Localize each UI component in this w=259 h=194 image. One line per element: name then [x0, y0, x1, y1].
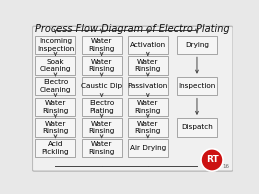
FancyBboxPatch shape	[82, 118, 121, 137]
Text: Water
Rinsing: Water Rinsing	[42, 121, 69, 134]
FancyBboxPatch shape	[35, 118, 75, 137]
Text: Water
Rinsing: Water Rinsing	[135, 121, 161, 134]
Text: Process Flow Diagram of Electro Plating: Process Flow Diagram of Electro Plating	[35, 23, 230, 34]
Text: Acid
Pickling: Acid Pickling	[42, 141, 69, 155]
Text: Dispatch: Dispatch	[181, 124, 213, 130]
Text: Drying: Drying	[185, 42, 209, 48]
Text: Inspection: Inspection	[178, 83, 215, 89]
FancyBboxPatch shape	[82, 139, 121, 157]
FancyBboxPatch shape	[128, 139, 168, 157]
FancyBboxPatch shape	[177, 77, 217, 95]
FancyBboxPatch shape	[82, 98, 121, 116]
Text: RT: RT	[206, 155, 218, 165]
FancyBboxPatch shape	[82, 36, 121, 54]
FancyBboxPatch shape	[82, 56, 121, 75]
Text: Water
Rinsing: Water Rinsing	[42, 100, 69, 113]
Text: Electro
Cleaning: Electro Cleaning	[40, 79, 71, 93]
FancyBboxPatch shape	[35, 77, 75, 95]
Text: Electro
Plating: Electro Plating	[89, 100, 114, 113]
Text: Caustic Dip: Caustic Dip	[81, 83, 122, 89]
FancyBboxPatch shape	[35, 98, 75, 116]
FancyBboxPatch shape	[128, 118, 168, 137]
FancyBboxPatch shape	[32, 26, 233, 171]
Text: Water
Rinsing: Water Rinsing	[135, 59, 161, 72]
Text: Incoming
Inspection: Incoming Inspection	[37, 38, 74, 52]
Text: Water
Rinsing: Water Rinsing	[135, 100, 161, 113]
Ellipse shape	[201, 149, 223, 171]
FancyBboxPatch shape	[128, 56, 168, 75]
FancyBboxPatch shape	[128, 98, 168, 116]
Text: Soak
Cleaning: Soak Cleaning	[40, 59, 71, 72]
FancyBboxPatch shape	[35, 56, 75, 75]
FancyBboxPatch shape	[35, 139, 75, 157]
FancyBboxPatch shape	[177, 118, 217, 137]
FancyBboxPatch shape	[128, 36, 168, 54]
FancyBboxPatch shape	[177, 36, 217, 54]
Text: Water
Rinsing: Water Rinsing	[88, 59, 115, 72]
Text: Activation: Activation	[130, 42, 166, 48]
FancyBboxPatch shape	[128, 77, 168, 95]
FancyBboxPatch shape	[35, 36, 75, 54]
Text: Passivation: Passivation	[128, 83, 168, 89]
Text: Water
Rinsing: Water Rinsing	[88, 121, 115, 134]
Text: Air Drying: Air Drying	[130, 145, 166, 151]
FancyBboxPatch shape	[82, 77, 121, 95]
Text: Water
Rinsing: Water Rinsing	[88, 38, 115, 52]
Text: Water
Rinsing: Water Rinsing	[88, 141, 115, 155]
Text: 16: 16	[222, 164, 229, 169]
